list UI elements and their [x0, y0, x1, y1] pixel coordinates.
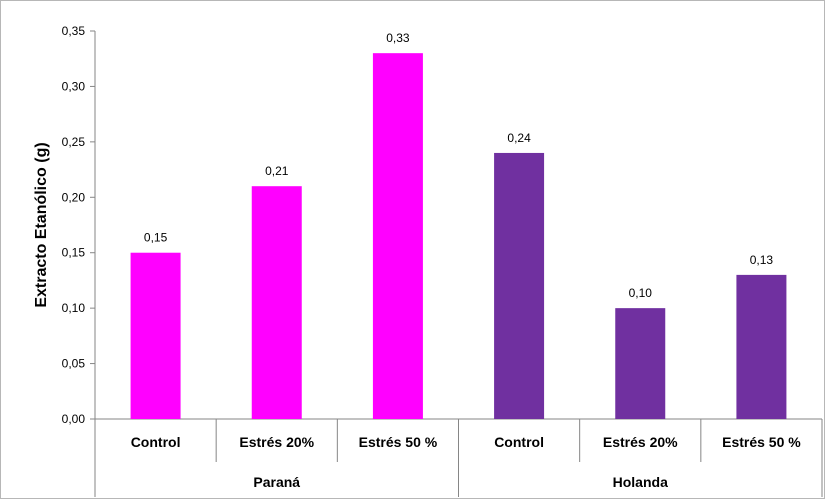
- y-tick-label: 0,20: [62, 190, 86, 204]
- data-label: 0,13: [750, 253, 774, 267]
- bar: [494, 152, 545, 419]
- y-tick-label: 0,10: [62, 301, 86, 315]
- category-label: Estrés 20%: [603, 434, 678, 450]
- y-tick-label: 0,15: [62, 246, 86, 260]
- bar: [615, 308, 666, 419]
- y-tick-label: 0,05: [62, 357, 86, 371]
- bar: [251, 186, 302, 419]
- category-label: Control: [494, 434, 544, 450]
- bar: [372, 53, 423, 420]
- group-label: Holanda: [613, 474, 668, 490]
- data-label: 0,33: [386, 31, 410, 45]
- data-label: 0,21: [265, 164, 289, 178]
- y-tick-label: 0,00: [62, 412, 86, 426]
- y-tick-label: 0,35: [62, 24, 86, 38]
- data-label: 0,24: [507, 131, 531, 145]
- y-axis-label: Extracto Etanólico (g): [33, 142, 50, 307]
- category-label: Control: [131, 434, 181, 450]
- y-tick-label: 0,30: [62, 79, 86, 93]
- bar: [736, 274, 787, 419]
- data-label: 0,15: [144, 231, 168, 245]
- category-label: Estrés 20%: [239, 434, 314, 450]
- bar: [130, 252, 181, 419]
- chart-labels: 0,15 Control 0,21 Estrés 20% 0,33 Estrés 50 %…: [131, 31, 802, 490]
- category-label: Estrés 50 %: [722, 434, 801, 450]
- data-label: 0,10: [629, 286, 653, 300]
- y-tick-label: 0,25: [62, 135, 86, 149]
- category-label: Estrés 50 %: [359, 434, 438, 450]
- chart-axes: 0,00 0,05 0,10 0,15 0,20 0,25 0,30 0,35: [62, 24, 823, 497]
- group-label: Paraná: [253, 474, 300, 490]
- chart-bars: [130, 53, 787, 420]
